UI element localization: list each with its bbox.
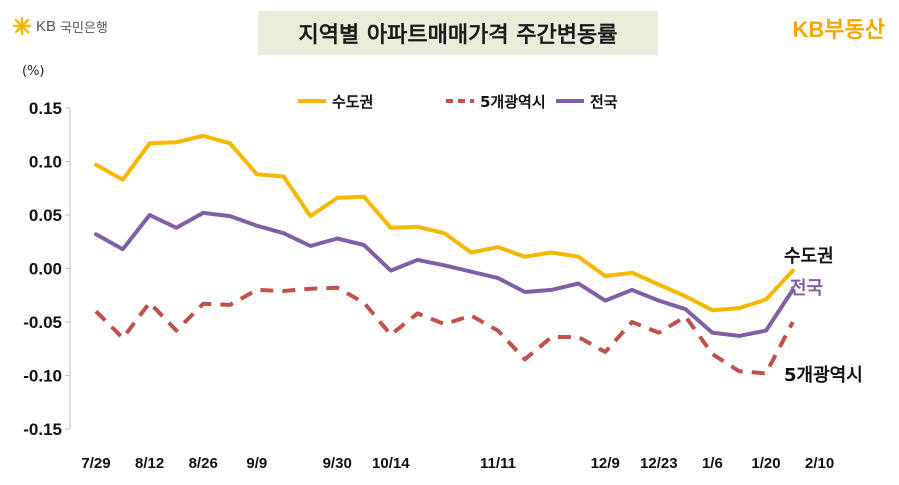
series-line-수도권 [94,133,795,313]
series-end-label: 전국 [790,278,823,299]
x-tick-label: 1/6 [702,455,723,472]
series-line-전국 [94,210,795,338]
chart-title: 지역별 아파트매매가격 주간변동률 [298,23,618,48]
x-tick-label: 12/23 [640,455,678,472]
x-tick-label: 2/10 [805,455,834,472]
kb-bank-logo: KB 국민은행 [12,16,108,36]
x-tick-label: 8/26 [189,455,218,472]
y-tick-label: 0.10 [29,153,62,172]
x-tick-label: 9/30 [323,455,352,472]
x-tick-label: 10/14 [372,455,410,472]
x-tick-label: 9/9 [246,455,267,472]
y-tick-label: 0.00 [29,260,62,279]
y-axis-unit: (%) [22,64,45,79]
legend-label: 수도권 [332,93,373,111]
x-tick-label: 11/11 [480,455,516,472]
y-tick-label: -0.15 [23,420,62,439]
x-tick-label: 7/29 [81,455,110,472]
bank-logo-kb: KB [36,17,57,35]
y-tick-label: -0.05 [23,313,62,332]
y-tick-label: 0.05 [29,206,62,225]
y-tick-label: -0.10 [23,367,62,386]
bank-logo-name: 국민은행 [60,20,108,36]
star-icon [12,16,32,36]
series-end-label: 5개광역시 [784,365,863,386]
x-tick-label: 8/12 [135,455,164,472]
legend-label: 전국 [590,93,618,111]
x-tick-label: 12/9 [591,455,620,472]
legend-label: 5개광역시 [480,93,546,111]
x-tick-label: 1/20 [751,455,780,472]
chart-title-box: 지역별 아파트매매가격 주간변동률 [258,11,658,55]
kb-real-estate-logo: KB부동산 [792,17,886,42]
series-end-label: 수도권 [784,246,834,267]
series-line-5개광역시 [94,285,795,376]
y-tick-label: 0.15 [29,99,62,118]
